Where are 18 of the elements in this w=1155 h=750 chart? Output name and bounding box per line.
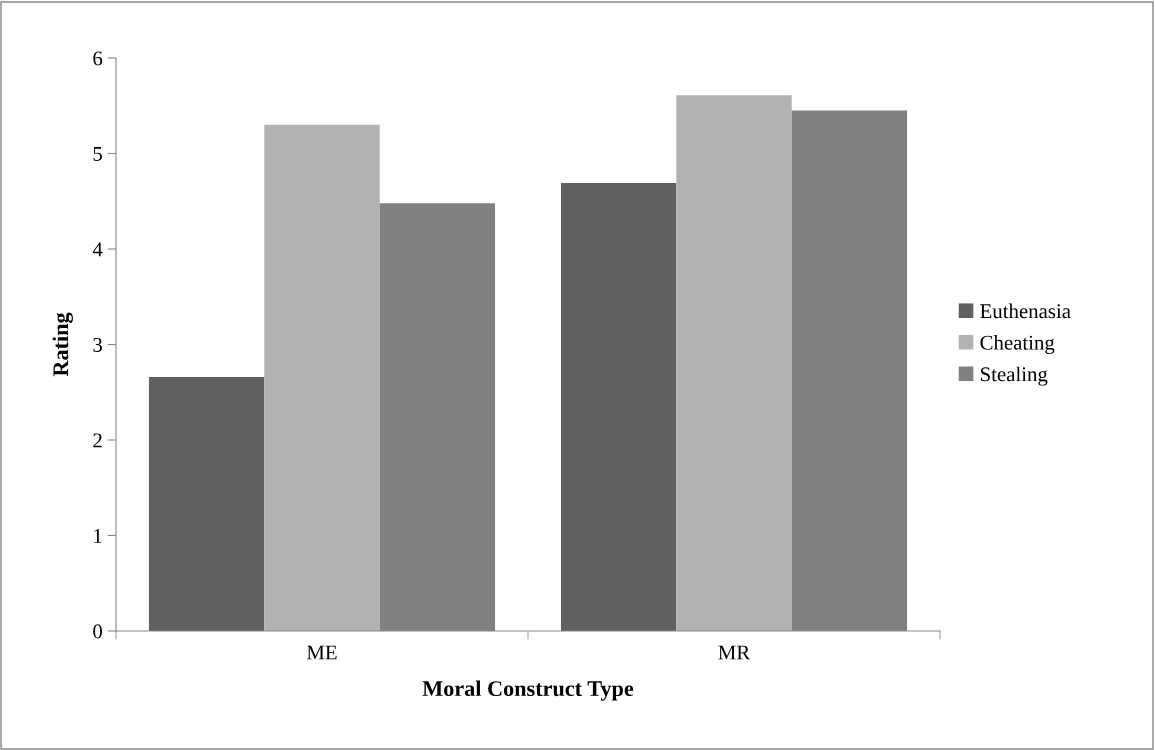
y-axis-title: Rating: [52, 312, 73, 377]
bar: [148, 376, 265, 631]
legend-label: Euthenasia: [980, 303, 1071, 319]
y-tick-label: 5: [93, 147, 102, 161]
y-tick-label: 2: [93, 433, 102, 448]
bar: [676, 95, 792, 631]
x-tick-label: ME: [306, 645, 337, 660]
y-tick-label: 3: [93, 337, 102, 352]
legend-label: Cheating: [980, 335, 1055, 355]
x-tick-label: MR: [718, 645, 751, 660]
y-tick-label: 1: [94, 528, 102, 543]
legend-label: Stealing: [980, 366, 1048, 386]
bar: [560, 183, 677, 631]
y-tick-label: 0: [93, 624, 103, 639]
y-tick-label: 6: [93, 51, 103, 66]
bar: [264, 124, 380, 631]
y-tick-label: 4: [92, 242, 103, 257]
x-axis-title: Moral Construct Type: [422, 680, 634, 701]
